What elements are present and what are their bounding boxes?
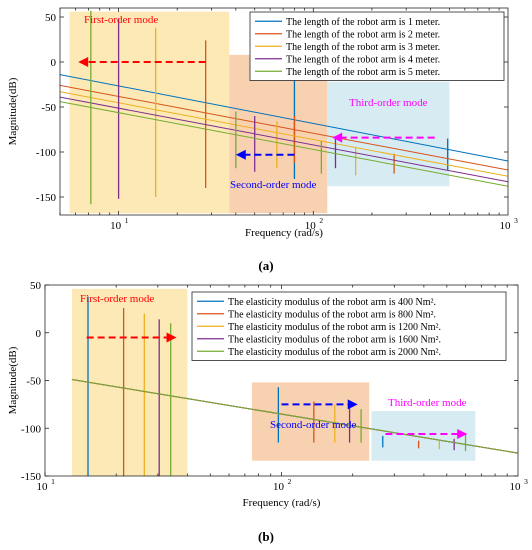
x-tick-exponent: 2 <box>319 216 323 225</box>
mode-label: Second-order mode <box>270 419 357 431</box>
caption-b: (b) <box>258 529 274 544</box>
series-line-5 <box>59 101 509 187</box>
x-tick-label: 10 <box>305 220 317 232</box>
y-axis-label: Magnitude(dB) <box>7 77 19 145</box>
x-tick-exponent: 3 <box>524 477 528 486</box>
mode-label: Third-order mode <box>349 97 428 109</box>
y-tick-label: 0 <box>36 328 42 340</box>
plot-frame <box>59 7 509 216</box>
arrowhead-icon <box>347 399 358 410</box>
mode-label: First-order mode <box>84 14 158 26</box>
legend-entry-4: The length of the robot arm is 4 meter. <box>286 54 440 65</box>
y-tick-label: -150 <box>21 471 42 483</box>
y-tick-label: 50 <box>30 280 42 292</box>
mode-label: First-order mode <box>80 293 154 305</box>
x-axis-label: Frequency (rad/s) <box>243 497 321 509</box>
x-tick-label: 10 <box>37 481 49 493</box>
x-axis-label: Frequency (rad/s) <box>245 227 323 239</box>
y-tick-label: -100 <box>21 423 42 435</box>
x-tick-exponent: 2 <box>288 477 292 486</box>
y-axis-label: Magnitude(dB) <box>7 346 19 414</box>
legend-entry-1: The elasticity modulus of the robot arm … <box>228 297 436 308</box>
x-tick-exponent: 1 <box>51 477 55 486</box>
series-line-1 <box>59 74 509 162</box>
arrowhead-icon <box>457 428 468 439</box>
legend-box <box>191 291 507 361</box>
arrowhead-icon <box>235 149 246 160</box>
x-tick-label: 10 <box>510 481 522 493</box>
legend-entry-1: The length of the robot arm is 1 meter. <box>286 17 440 28</box>
mode-label: Third-order mode <box>388 397 467 409</box>
series-line-4 <box>59 96 509 183</box>
chart-a: First-order mode Second-order mode Third-o… <box>7 7 518 239</box>
caption-a: (a) <box>258 258 273 273</box>
x-tick-label: 10 <box>110 220 122 232</box>
mode-label: Second-order mode <box>230 179 317 191</box>
series-line-5 <box>71 379 519 454</box>
chart-b: First-order mode Second-order mode Third-o… <box>7 280 528 509</box>
legend-entry-5: The length of the robot arm is 5 meter. <box>286 67 440 78</box>
y-tick-label: -150 <box>36 192 57 204</box>
y-tick-label: -50 <box>26 376 41 388</box>
x-tick-exponent: 3 <box>514 216 518 225</box>
arrowhead-icon <box>78 57 89 67</box>
x-tick-label: 10 <box>500 220 512 232</box>
legend-box <box>249 11 505 81</box>
x-tick-label: 10 <box>273 481 285 493</box>
y-tick-label: 0 <box>51 57 57 69</box>
series-line-2 <box>59 84 509 171</box>
series-line-3 <box>59 91 509 177</box>
legend-entry-5: The elasticity modulus of the robot arm … <box>228 347 441 358</box>
legend-entry-4: The elasticity modulus of the robot arm … <box>228 334 441 345</box>
arrowhead-icon <box>332 132 343 143</box>
x-tick-exponent: 1 <box>125 216 129 225</box>
legend-entry-3: The elasticity modulus of the robot arm … <box>228 322 441 333</box>
legend-entry-2: The length of the robot arm is 2 meter. <box>286 29 440 40</box>
y-tick-label: -100 <box>36 147 57 159</box>
mode-region-2 <box>327 81 450 187</box>
legend-entry-2: The elasticity modulus of the robot arm … <box>228 309 436 320</box>
legend-entry-3: The length of the robot arm is 3 meter. <box>286 42 440 53</box>
y-tick-label: 50 <box>45 12 57 24</box>
arrowhead-icon <box>166 332 177 343</box>
mode-region-1 <box>229 54 328 214</box>
y-tick-label: -50 <box>41 102 56 114</box>
